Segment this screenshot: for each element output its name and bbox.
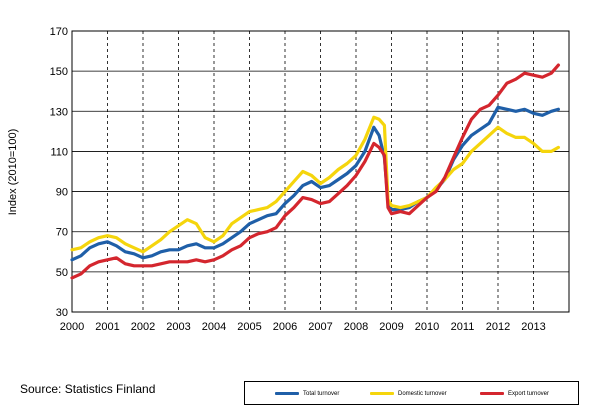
x-tick-label: 2003 bbox=[166, 321, 190, 333]
x-tick-label: 2004 bbox=[202, 321, 226, 333]
x-tick-label: 2013 bbox=[521, 321, 545, 333]
x-tick-label: 2001 bbox=[95, 321, 119, 333]
legend-label-domestic: Domestic turnover bbox=[398, 391, 447, 397]
x-tick-label: 2010 bbox=[415, 321, 439, 333]
y-tick-label: 50 bbox=[56, 267, 68, 279]
source-note: Source: Statistics Finland bbox=[20, 382, 156, 396]
series-line-domestic bbox=[70, 115, 560, 254]
x-tick-label: 2006 bbox=[273, 321, 297, 333]
y-tick-label: 30 bbox=[56, 307, 68, 319]
x-tick-label: 2008 bbox=[344, 321, 368, 333]
series-line-total bbox=[70, 105, 560, 262]
legend-label-export: Export turnover bbox=[508, 391, 550, 397]
legend: Total turnover Domestic turnover Export … bbox=[244, 381, 579, 405]
legend-item-domestic: Domestic turnover bbox=[370, 389, 447, 399]
x-tick-label: 2011 bbox=[451, 321, 475, 333]
x-tick-label: 2012 bbox=[486, 321, 510, 333]
series-line-export bbox=[70, 63, 560, 280]
x-tick-labels: 2000 2001 2002 2003 2004 2005 2006 2007 2008 2009… bbox=[60, 321, 546, 333]
legend-label-total: Total turnover bbox=[303, 391, 340, 397]
legend-swatch-total bbox=[275, 391, 299, 395]
x-tick-label: 2007 bbox=[308, 321, 332, 333]
legend-swatch-domestic bbox=[370, 391, 394, 395]
legend-item-export: Export turnover bbox=[480, 389, 549, 399]
x-tick-label: 2000 bbox=[60, 321, 84, 333]
y-tick-label: 150 bbox=[50, 66, 68, 78]
y-tick-label: 90 bbox=[56, 187, 68, 199]
plot-frame bbox=[71, 30, 570, 313]
y-axis-label: Index (2010=100) bbox=[7, 129, 19, 216]
x-tick-label: 2009 bbox=[379, 321, 403, 333]
legend-item-total: Total turnover bbox=[275, 389, 339, 399]
vertical-gridlines bbox=[107, 31, 534, 312]
x-tick-label: 2005 bbox=[237, 321, 261, 333]
y-tick-labels: 30 50 70 90 110 130 150 170 bbox=[50, 26, 68, 319]
y-tick-label: 70 bbox=[56, 227, 68, 239]
legend-swatch-export bbox=[480, 391, 504, 395]
y-tick-label: 130 bbox=[50, 106, 68, 118]
series-layer bbox=[70, 63, 560, 280]
y-tick-label: 170 bbox=[50, 26, 68, 38]
y-tick-label: 110 bbox=[50, 146, 68, 158]
x-tick-label: 2002 bbox=[131, 321, 155, 333]
